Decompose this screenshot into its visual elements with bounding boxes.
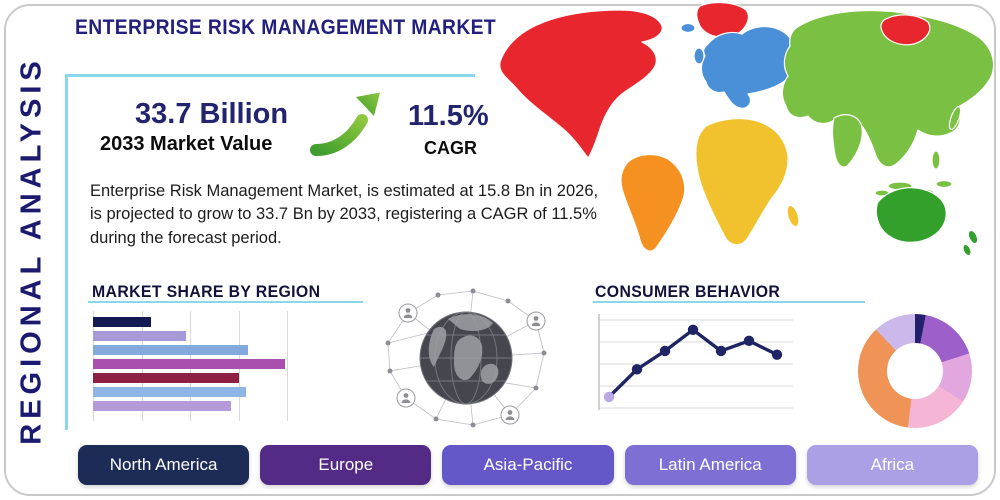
- map-new-zealand-south: [962, 243, 972, 257]
- market-value-caption: 2033 Market Value: [100, 133, 273, 155]
- bar-7: [93, 401, 231, 411]
- region-button-europe[interactable]: Europe: [260, 445, 432, 485]
- network-person-nodes: [396, 303, 546, 425]
- market-value-stat: 33.7 Billion: [135, 98, 289, 130]
- content-box-top-line: [65, 74, 475, 77]
- market-share-heading: MARKET SHARE BY REGION: [92, 282, 321, 301]
- map-north-america: [499, 9, 663, 159]
- world-map: [499, 1, 995, 257]
- consumer-behavior-line-chart: [598, 314, 793, 410]
- side-label-text: REGIONAL ANALYSIS: [15, 55, 48, 445]
- content-box-left-line: [65, 74, 68, 430]
- regional-share-donut-chart: [858, 314, 972, 428]
- globe-network-illustration: [385, 288, 547, 428]
- line-point-4: [687, 324, 699, 335]
- map-greenland: [696, 1, 749, 39]
- map-indonesia-3: [935, 179, 953, 189]
- bar-4: [93, 359, 286, 369]
- map-india: [831, 114, 863, 168]
- region-button-north-america[interactable]: North America: [78, 445, 250, 485]
- map-iceland: [680, 22, 696, 34]
- map-philippines: [931, 150, 941, 170]
- line-point-2: [631, 364, 643, 375]
- map-new-zealand-north: [967, 229, 979, 245]
- bar-1: [93, 317, 152, 327]
- bar-gridline: [287, 311, 288, 421]
- region-button-asia-pacific[interactable]: Asia-Pacific: [442, 445, 614, 485]
- map-africa: [695, 117, 789, 246]
- map-ne-siberia: [880, 14, 931, 46]
- market-share-bar-chart: [93, 311, 288, 421]
- line-point-7: [771, 349, 783, 360]
- growth-arrow-icon: [308, 88, 384, 159]
- bar-6: [93, 387, 247, 397]
- frame-border: [4, 4, 996, 496]
- line-point-1: [603, 391, 615, 403]
- line-point-3: [659, 345, 671, 357]
- line-point-5: [715, 345, 727, 357]
- map-australia: [875, 187, 947, 243]
- line-point-6: [743, 335, 755, 347]
- consumer-behavior-underline: [593, 301, 865, 303]
- map-japan: [948, 106, 962, 130]
- page-title: ENTERPRISE RISK MANAGEMENT MARKET: [75, 16, 497, 39]
- region-buttons-row: North America Europe Asia-Pacific Latin …: [78, 445, 979, 485]
- map-europe: [700, 25, 796, 109]
- consumer-behavior-heading: CONSUMER BEHAVIOR: [595, 282, 781, 301]
- side-label-regional-analysis: REGIONAL ANALYSIS: [6, 0, 58, 500]
- cagr-stat: 11.5%: [408, 100, 489, 132]
- summary-text: Enterprise Risk Management Market, is es…: [90, 182, 599, 247]
- bar-2: [93, 331, 187, 341]
- map-madagascar: [786, 204, 800, 228]
- map-south-america: [620, 153, 686, 252]
- market-share-underline: [88, 301, 363, 303]
- map-asia: [781, 9, 995, 168]
- region-button-africa[interactable]: Africa: [806, 445, 979, 485]
- bar-5: [93, 373, 239, 383]
- region-button-latin-america[interactable]: Latin America: [624, 445, 796, 485]
- map-united-kingdom: [693, 47, 705, 65]
- cagr-caption: CAGR: [424, 138, 477, 158]
- bar-3: [93, 345, 249, 355]
